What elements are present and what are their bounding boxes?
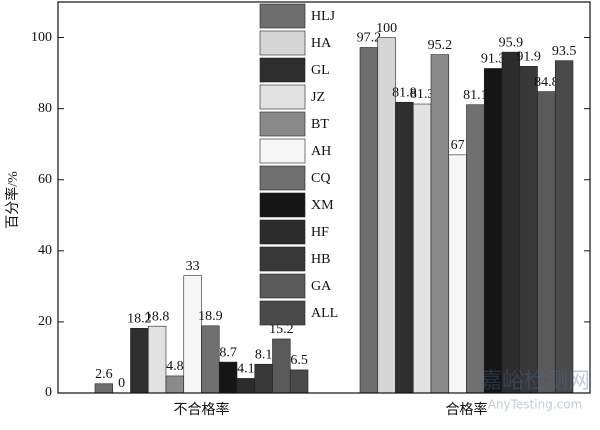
legend-swatch xyxy=(259,219,306,245)
value-label: 91.9 xyxy=(516,50,541,65)
value-label: 81.3 xyxy=(410,87,435,102)
bar xyxy=(483,68,503,394)
legend-swatch xyxy=(259,273,306,299)
value-label: 18.8 xyxy=(145,309,170,324)
legend-label: HB xyxy=(311,252,330,267)
value-label: 8.7 xyxy=(219,345,237,360)
value-label: 91.3 xyxy=(481,52,506,67)
value-label: 4.1 xyxy=(237,362,255,377)
bar xyxy=(236,378,256,394)
legend-label: JZ xyxy=(311,90,325,105)
legend-swatch xyxy=(259,57,306,83)
legend-label: CQ xyxy=(311,171,330,186)
y-tick-label: 20 xyxy=(38,314,52,329)
bar xyxy=(94,383,114,394)
legend-swatch xyxy=(259,3,306,29)
legend-swatch xyxy=(259,300,306,326)
value-label: 97.2 xyxy=(357,31,382,46)
x-tick-label: 合格率 xyxy=(446,401,488,418)
value-label: 95.9 xyxy=(499,35,524,50)
legend-label: XM xyxy=(311,198,334,213)
legend-swatch xyxy=(259,138,306,164)
value-label: 95.2 xyxy=(428,38,453,53)
bar xyxy=(147,325,167,394)
bar xyxy=(554,60,574,394)
y-tick-label: 40 xyxy=(38,243,52,258)
legend-swatch xyxy=(259,192,306,218)
value-label: 4.8 xyxy=(166,359,184,374)
bar xyxy=(395,101,414,394)
y-tick-label: 60 xyxy=(38,172,52,187)
bar xyxy=(519,66,538,394)
plot-frame xyxy=(57,1,591,394)
bar xyxy=(448,154,467,394)
legend-label: GL xyxy=(311,63,330,78)
bar xyxy=(201,325,220,394)
value-label: 67 xyxy=(451,138,465,153)
legend-label: AH xyxy=(311,144,331,159)
legend-swatch xyxy=(259,30,306,56)
bar xyxy=(466,104,485,394)
value-label: 18.2 xyxy=(127,312,152,327)
bar xyxy=(359,47,379,394)
watermark: AnyTesting.com xyxy=(488,398,583,412)
value-label: 84.8 xyxy=(534,75,559,90)
watermark: 嘉峪检测网 xyxy=(480,369,590,394)
value-label: 100 xyxy=(376,21,397,36)
legend-swatch xyxy=(259,165,306,191)
value-label: 81.1 xyxy=(463,88,488,103)
legend-label: BT xyxy=(311,117,329,132)
bar xyxy=(272,338,291,394)
value-label: 2.6 xyxy=(95,367,113,382)
y-tick-label: 80 xyxy=(38,101,52,116)
legend-swatch xyxy=(259,246,306,272)
bar xyxy=(130,328,149,394)
legend-label: HLJ xyxy=(311,9,336,24)
x-tick-label: 不合格率 xyxy=(174,401,230,418)
value-label: 6.5 xyxy=(290,353,308,368)
legend-label: ALL xyxy=(311,306,338,321)
value-label: 33 xyxy=(186,259,200,274)
legend-label: GA xyxy=(311,279,332,294)
bar xyxy=(254,363,273,394)
value-label: 93.5 xyxy=(552,44,577,59)
y-tick-label: 100 xyxy=(31,30,52,45)
legend-swatch xyxy=(259,84,306,110)
bar xyxy=(183,275,202,394)
value-label: 8.1 xyxy=(255,347,273,362)
bar xyxy=(537,91,556,394)
value-label: 18.9 xyxy=(198,309,223,324)
bar xyxy=(501,51,521,394)
bar xyxy=(218,361,238,394)
bar xyxy=(289,369,309,394)
legend-swatch xyxy=(259,111,306,137)
value-label: 0 xyxy=(118,376,125,391)
y-tick-label: 0 xyxy=(45,385,52,400)
value-label: 81.8 xyxy=(392,85,417,100)
y-axis-label: 百分率/% xyxy=(4,171,21,229)
legend-label: HF xyxy=(311,225,329,240)
value-label: 15.2 xyxy=(269,322,294,337)
bar xyxy=(430,54,450,394)
bar xyxy=(412,103,432,394)
legend-label: HA xyxy=(311,36,332,51)
bar xyxy=(165,375,185,394)
